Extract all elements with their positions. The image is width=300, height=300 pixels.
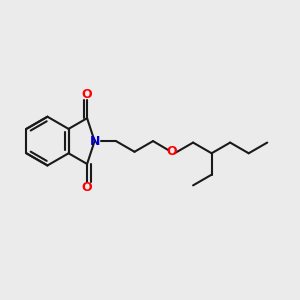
Text: O: O	[82, 181, 92, 194]
Text: N: N	[89, 135, 100, 148]
Text: O: O	[166, 145, 177, 158]
Text: O: O	[82, 88, 92, 101]
